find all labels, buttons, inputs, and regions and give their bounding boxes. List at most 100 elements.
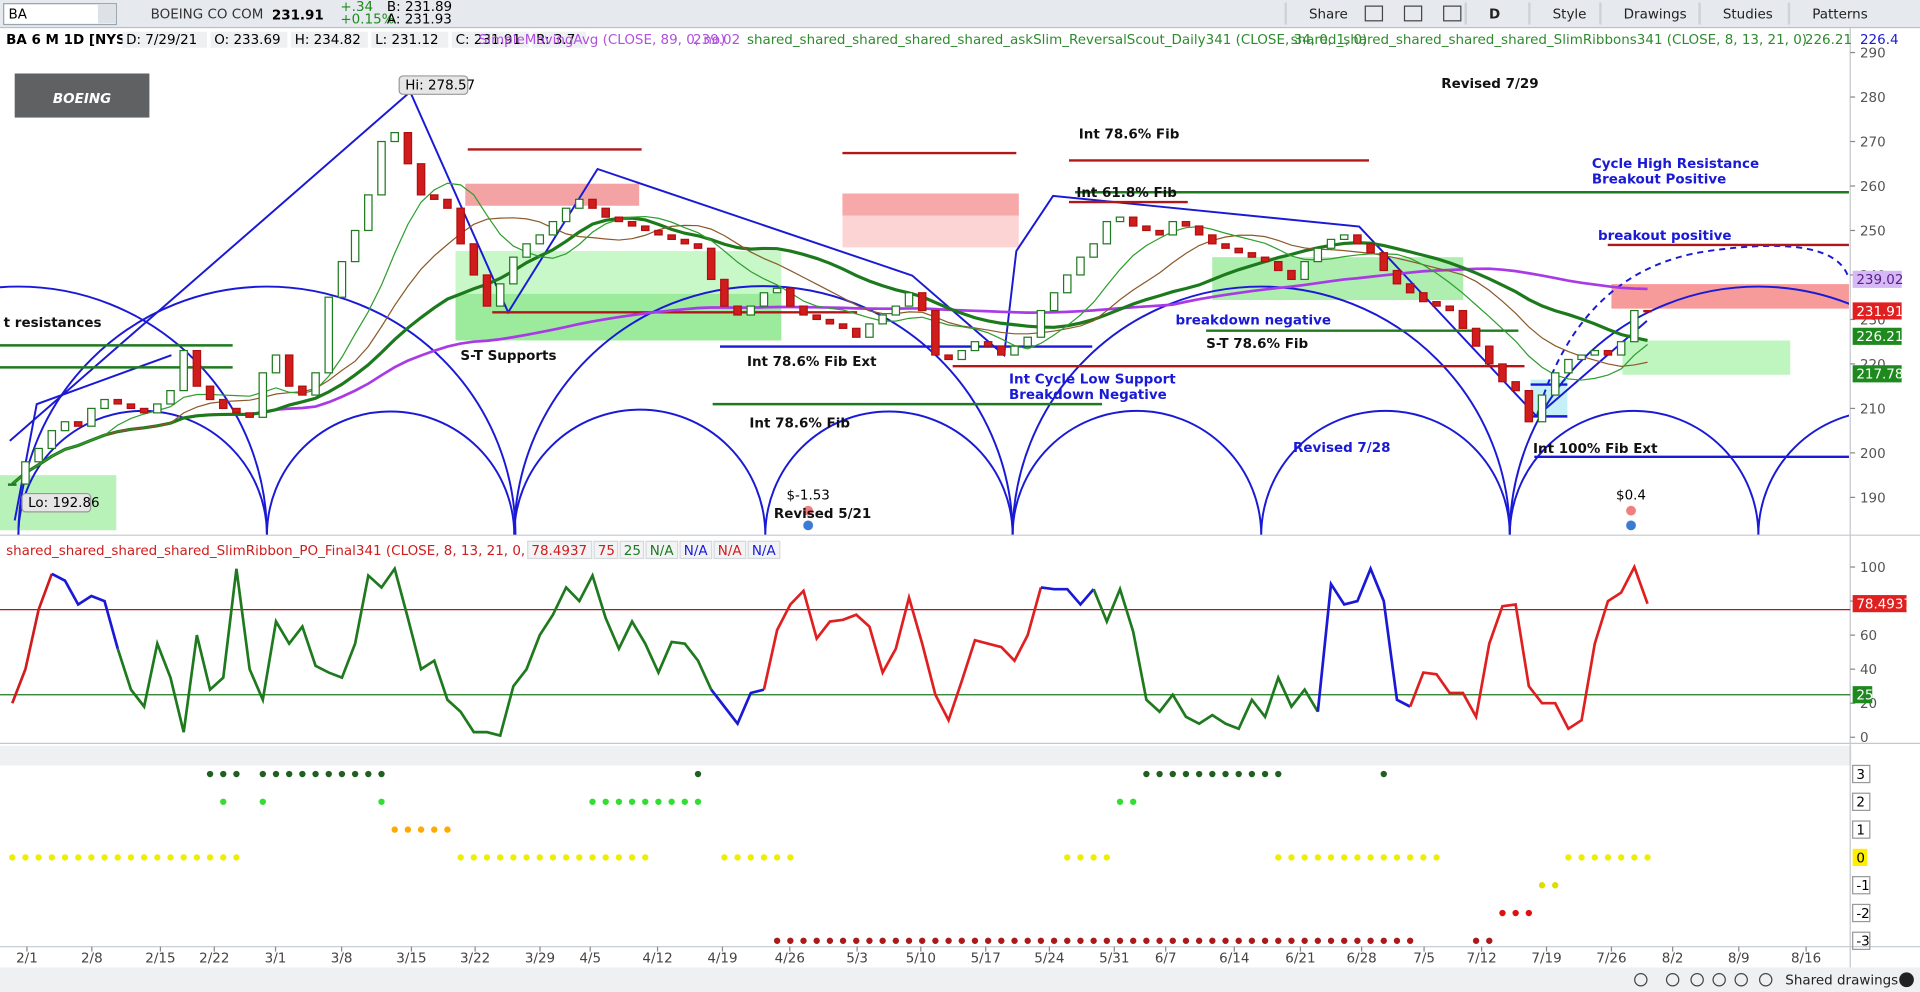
toolbar-button[interactable] bbox=[1528, 2, 1531, 25]
candle bbox=[1484, 345, 1494, 365]
candle bbox=[1432, 301, 1441, 307]
footer-icon[interactable] bbox=[1734, 973, 1748, 987]
signal-dot bbox=[233, 770, 240, 778]
candle bbox=[482, 274, 492, 307]
signal-dot bbox=[404, 826, 412, 833]
toolbar-button-label: Patterns bbox=[1812, 6, 1867, 22]
footer-icon[interactable] bbox=[1634, 973, 1648, 987]
earnings-icon[interactable] bbox=[1626, 505, 1636, 516]
candle bbox=[1353, 234, 1362, 245]
signal-dot bbox=[61, 854, 69, 861]
signal-dot bbox=[589, 854, 596, 861]
signal-dot bbox=[1195, 937, 1203, 944]
signal-dot bbox=[378, 770, 385, 778]
hi-box bbox=[398, 75, 469, 95]
candle bbox=[1010, 345, 1019, 356]
candle bbox=[614, 216, 624, 223]
toolbar-button-label: Share bbox=[1309, 6, 1348, 22]
signal-dot bbox=[1327, 937, 1335, 944]
readout: N/A bbox=[650, 543, 675, 559]
signal-dot bbox=[642, 854, 649, 861]
signal-dot bbox=[1393, 854, 1401, 861]
candle bbox=[1326, 238, 1336, 249]
x-tick-label: 3/15 bbox=[396, 951, 426, 967]
candle bbox=[601, 207, 610, 218]
symbol: BA bbox=[9, 6, 28, 22]
zone bbox=[842, 193, 1019, 216]
signal-dot bbox=[1130, 937, 1137, 944]
x-tick-label: 2/15 bbox=[145, 951, 175, 967]
signal-dot bbox=[1380, 854, 1387, 861]
readout: 75 bbox=[598, 543, 615, 559]
signal-dot bbox=[536, 854, 543, 861]
candle bbox=[1036, 309, 1046, 338]
candle bbox=[1405, 283, 1415, 294]
readout-bg bbox=[527, 540, 593, 560]
y-tick-label: 290 bbox=[1860, 45, 1886, 61]
earnings-icon[interactable] bbox=[1626, 520, 1636, 531]
earnings-icon[interactable] bbox=[803, 505, 814, 516]
toolbar-button[interactable] bbox=[1599, 2, 1602, 25]
candle bbox=[654, 229, 663, 236]
row-label-bg bbox=[1852, 931, 1871, 950]
footer-icon[interactable] bbox=[1665, 973, 1680, 987]
candle bbox=[917, 292, 927, 312]
signal-dot bbox=[1037, 937, 1045, 944]
candle bbox=[1379, 252, 1389, 272]
candle bbox=[640, 225, 650, 232]
toolbar-icon[interactable] bbox=[1403, 5, 1423, 22]
candle bbox=[1313, 247, 1323, 263]
toolbar-icon[interactable] bbox=[1443, 5, 1462, 22]
header-field: C: 231.91 bbox=[456, 32, 521, 48]
signal-dot bbox=[668, 798, 675, 805]
x-tick-label: 6/7 bbox=[1155, 951, 1177, 967]
candle bbox=[377, 140, 386, 196]
signal-dot bbox=[259, 770, 266, 778]
x-tick-label: 2/22 bbox=[199, 951, 229, 967]
symbol-dropdown[interactable] bbox=[97, 4, 116, 24]
help-icon[interactable] bbox=[1899, 972, 1914, 988]
signal-dot bbox=[1235, 770, 1242, 778]
signal-dot bbox=[22, 854, 29, 861]
symbol-input[interactable] bbox=[3, 3, 117, 26]
candle bbox=[1247, 252, 1257, 258]
signal-dot bbox=[1209, 937, 1216, 944]
toolbar-button[interactable] bbox=[1787, 2, 1791, 25]
candle bbox=[509, 256, 518, 285]
divider bbox=[0, 26, 1920, 29]
x-tick-label: 6/28 bbox=[1347, 951, 1377, 967]
footer-icon[interactable] bbox=[1758, 973, 1773, 987]
y-tick-label: 280 bbox=[1860, 90, 1886, 106]
footer-icon[interactable] bbox=[1712, 973, 1726, 987]
signal-dot bbox=[1380, 937, 1387, 944]
candle bbox=[403, 132, 413, 165]
signal-dot bbox=[1578, 854, 1585, 861]
toolbar-button[interactable] bbox=[1464, 2, 1467, 25]
row-label: -3 bbox=[1856, 934, 1869, 950]
toolbar-icon[interactable] bbox=[1364, 5, 1384, 22]
toolbar-button[interactable] bbox=[1698, 2, 1701, 25]
earnings-icon[interactable] bbox=[803, 520, 814, 531]
candle bbox=[1102, 220, 1112, 245]
signal-dot bbox=[1565, 854, 1572, 861]
signal-dot bbox=[1011, 937, 1018, 944]
signal-dot bbox=[1552, 882, 1559, 889]
row-label-bg bbox=[1852, 848, 1868, 866]
x-tick-label: 7/26 bbox=[1596, 951, 1626, 967]
oscillator-line bbox=[116, 565, 713, 738]
candle bbox=[350, 229, 360, 263]
signal-dot bbox=[826, 937, 834, 944]
candle bbox=[1208, 234, 1217, 245]
signal-dot bbox=[760, 854, 768, 861]
candle bbox=[87, 407, 96, 427]
y-tick-label: 260 bbox=[1860, 179, 1886, 195]
readout-bg bbox=[679, 540, 713, 560]
signal-dot bbox=[470, 854, 478, 861]
signal-dot bbox=[1512, 909, 1519, 917]
footer-icon[interactable] bbox=[1690, 973, 1704, 987]
toolbar-button[interactable] bbox=[1284, 2, 1287, 25]
y-tick-label: 190 bbox=[1860, 490, 1886, 506]
signal-dot bbox=[615, 798, 623, 805]
candle bbox=[878, 314, 887, 325]
signal-dot bbox=[1222, 770, 1229, 778]
